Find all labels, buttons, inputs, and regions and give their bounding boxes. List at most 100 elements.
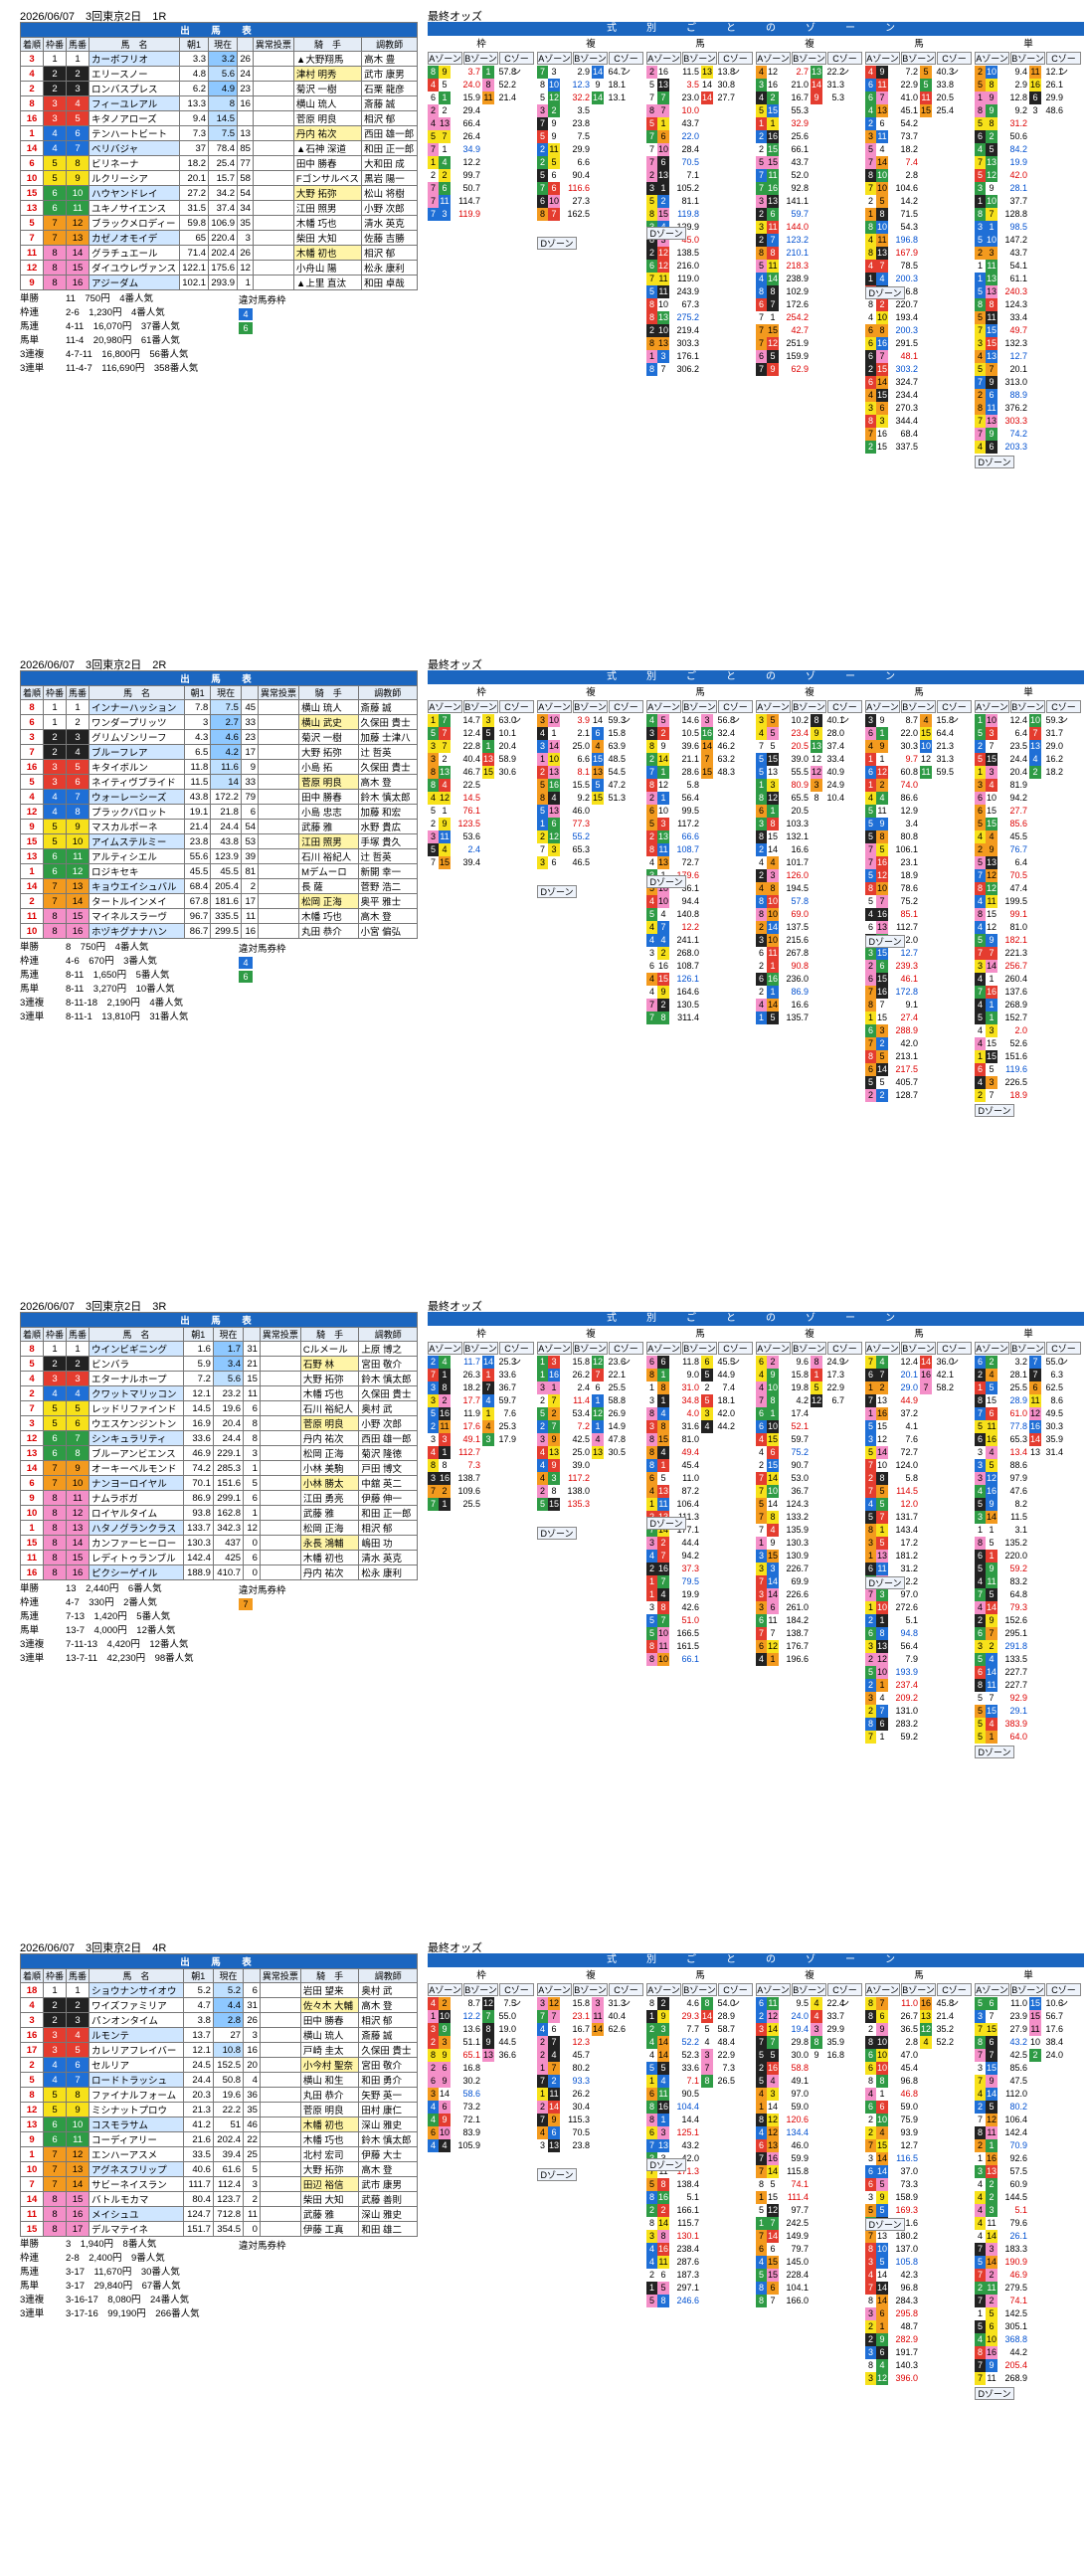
entry-row[interactable]: 15 5 10 アイムステルミー 23.8 43.8 53 江田 照男 手塚 貴久 <box>19 833 419 849</box>
zone-odds-value: 26.3 <box>462 1370 480 1380</box>
jockey-cell: 津村 明秀 <box>292 66 363 82</box>
zone-combo-cell: 15 <box>986 818 997 830</box>
entry-row[interactable]: 4 2 2 エリースノー 4.8 5.6 24 津村 明秀 武市 康男 <box>19 66 418 82</box>
zone-odds-value: 11.0 <box>1010 1998 1027 2008</box>
entry-row[interactable]: 12 8 15 ダイユウレヴァンス 122.1 175.6 12 小舟山 陽松永 康利 <box>19 260 418 276</box>
entry-row[interactable]: 10 8 16 ホヅキグナナハン 86.7 299.5 16 丸田 恭介 小宮 偏弘 <box>19 923 419 939</box>
entry-row[interactable]: 11 8 15 レディトゥランブル 142.4 425 6 木幡 初也 清水 英克 <box>19 1550 418 1565</box>
entry-row[interactable]: 3 5 6 ウエスケンジントン 16.9 20.4 8 菅原 明良 小野 次郎 <box>19 1415 418 1431</box>
entry-row[interactable]: 5 7 12 ブラックメロディー 59.8 106.9 35 木幡 巧也 清水 英克 <box>19 215 418 231</box>
entry-row[interactable]: 2 4 4 クワットマリッコン 12.1 23.2 11 木幡 巧也 久保田 貴士 <box>19 1385 418 1401</box>
entry-row[interactable]: 12 5 9 ミシナットプロウ 21.3 22.2 35 菅原 明良 田村 康仁 <box>19 2102 418 2117</box>
zone-combo-cell: 7 <box>865 1588 876 1601</box>
zone-odds-value: 37.3 <box>681 1564 699 1573</box>
entry-row[interactable]: 15 8 14 カンファーヒーロー 130.3 437 0 永長 鴻輔 嶋田 功 <box>19 1535 418 1551</box>
entry-row[interactable]: 8 1 1 インナーハッション 7.8 7.5 45 横山 琉人 斎藤 誠 <box>19 699 419 715</box>
entry-row[interactable]: 8 1 1 ウインビギニング 1.6 1.7 31 Cルメール 上原 博之 <box>19 1341 418 1357</box>
entry-row[interactable]: 13 6 11 ユキノサイエンス 31.5 37.4 34 江田 照男 小野 次郎 <box>19 200 418 216</box>
zone-odds-value: 81.9 <box>1009 780 1027 790</box>
zone-odds-value: 37.0 <box>900 2166 918 2176</box>
result-value: 2-8 2,400円 9番人気 <box>66 2253 165 2264</box>
entry-row[interactable]: 1 8 13 ハタノグランクラス 133.7 342.3 12 松岡 正海 相沢 郁 <box>19 1520 418 1536</box>
zone-odds-value: 54.2 <box>900 118 918 128</box>
trainer-cell: 田村 康仁 <box>358 2102 418 2117</box>
entry-row[interactable]: 12 6 7 シンキュラリティ 33.6 24.4 8 丹内 祐次 西田 雄一郎 <box>19 1430 418 1446</box>
entry-row[interactable]: 7 2 4 ブルーフレア 6.5 4.2 17 大野 拓弥辻 哲英 <box>19 744 419 760</box>
entry-row[interactable]: 6 7 10 ナンヨーロイヤル 70.1 151.6 5 小林 勝太 中舘 英二 <box>19 1475 418 1491</box>
zone-combo-cell: 2 <box>646 753 657 766</box>
entry-row[interactable]: 3 1 1 カーボフリオ 3.3 3.2 26 ▲大野翔馬 高木 豊 <box>19 51 418 67</box>
entry-row[interactable]: 7 7 13 カゼノオモイデ 65 220.4 3 柴田 大知 佐藤 吉勝 <box>19 230 418 246</box>
entry-row[interactable]: 6 5 8 ビリネーナ 18.2 25.4 77 田中 勝春 大和田 成 <box>19 155 418 171</box>
entry-row[interactable]: 16 3 5 キタノアローズ 9.4 14.5 菅原 明良 相沢 郁 <box>19 110 418 126</box>
entry-row[interactable]: 13 6 8 ブルーアンビエンス 46.9 229.1 3 松岡 正海 菊沢 隆徳 <box>19 1445 418 1461</box>
entry-row[interactable]: 18 1 1 ショウナンサイオウ 5.2 5.2 6 岩田 望来 奥村 武 <box>19 1982 418 1998</box>
zone-odds-value: 303.3 <box>1004 416 1027 426</box>
zone-odds-value: 59.3 <box>608 715 626 725</box>
entry-row[interactable]: 5 2 2 ビンバラ 5.9 3.4 21 石野 林宮田 敬介 <box>19 1356 418 1372</box>
entry-row[interactable]: 14 7 9 オーキーベルモンド 74.2 285.3 1 小林 美駒 戸田 博文 <box>19 1460 418 1476</box>
entry-row[interactable]: 13 6 11 アルティシエル 55.6 123.9 39 石川 裕紀人辻 哲英 <box>19 848 419 864</box>
entry-row[interactable]: 13 6 10 コスモラサム 41.2 51 46 木幡 初也 深山 雅史 <box>19 2116 418 2132</box>
zone-odds-value: 39.0 <box>791 754 809 764</box>
entry-row[interactable]: 1 4 6 テンハートビート 7.3 7.5 13 丹内 祐次 西田 雄一郎 <box>19 125 418 141</box>
entry-row[interactable]: 9 6 11 コーディアリー 21.6 202.4 22 木幡 巧也 鈴木 慎太郎 <box>19 2131 418 2147</box>
entry-row[interactable]: 5 3 6 ネイティヴブライド 11.5 14 33 菅原 明良 高木 登 <box>19 774 419 790</box>
entry-row[interactable]: 1 6 12 ロジキセキ 45.5 45.5 81 Mデムーロ 新開 幸一 <box>19 863 419 879</box>
zone-combo-cell: 5 <box>876 843 888 856</box>
entry-row[interactable]: 16 3 4 ルモンテ 13.7 27 3 横山 琉人 斎藤 誠 <box>19 2027 418 2043</box>
entry-row[interactable]: 11 8 15 マイネルスラーヴ 96.7 335.5 11 木幡 巧也 高木 登 <box>19 908 419 924</box>
zone-odds-value: 133.2 <box>786 1512 809 1522</box>
zone-odds-value: 87.2 <box>681 1486 699 1496</box>
entry-row[interactable]: 16 3 5 キタイボルン 11.8 11.6 9 小島 拓久保田 貴士 <box>19 759 419 775</box>
entry-row[interactable]: 9 8 11 ナムラボガ 86.9 299.1 6 江田 勇亮 伊藤 伸一 <box>19 1490 418 1506</box>
zone-odds-value: 32.4 <box>717 728 735 738</box>
entry-row[interactable]: 1 7 12 エンハーアスメ 33.5 39.4 25 北村 宏司 伊藤 大士 <box>19 2146 418 2162</box>
trainer-cell: 伊藤 伸一 <box>358 1490 418 1506</box>
entry-row[interactable]: 7 5 5 レッドリファインド 14.5 19.6 6 石川 裕紀人 奥村 武 <box>19 1400 418 1416</box>
entry-row[interactable]: 9 8 16 アジーダム 102.1 293.9 1 ▲上里 直汰 和田 卓哉 <box>19 275 418 290</box>
zone-combo-cell: 7 <box>646 273 657 285</box>
entry-row[interactable]: 17 3 5 カレリアフレイバー 12.1 10.8 16 戸崎 圭太 久保田 貴士 <box>19 2042 418 2058</box>
entry-row[interactable]: 10 7 13 アグネスフリップ 40.6 61.6 5 大野 拓弥 高木 登 <box>19 2161 418 2177</box>
result-line: 3連単 13-7-11 42,230円 98番人気 <box>20 1652 225 1666</box>
entry-row[interactable]: 7 7 14 サビーネイスラン 111.7 112.4 3 田辺 裕信 武市 康男 <box>19 2176 418 2192</box>
entry-row[interactable]: 4 2 2 ワイズファミリア 4.7 4.4 31 佐々木 大輔 高木 登 <box>19 1997 418 2013</box>
zone-combo-cell: 5 <box>986 1588 997 1601</box>
entry-row[interactable]: 4 4 7 ウォーレーシーズ 43.8 172.2 79 田中 勝春 鈴木 慎太郎 <box>19 789 419 805</box>
entry-row[interactable]: 2 2 3 ロンバスプレス 6.2 4.9 23 菊沢 一樹 石栗 龍彦 <box>19 81 418 96</box>
zone-odds-value: 33.8 <box>936 80 954 90</box>
waku-cell: 2 <box>43 1997 68 2013</box>
entry-row[interactable]: 4 3 3 エターナルホープ 7.2 5.6 15 大野 拓弥 鈴木 慎太郎 <box>19 1371 418 1386</box>
entry-row[interactable]: 14 8 15 バトルモカマ 80.4 123.7 2 柴田 大知 武藤 善則 <box>19 2191 418 2207</box>
zone-odds-value: 268.9 <box>1004 1000 1027 1010</box>
entry-row[interactable]: 8 3 4 フィーユレアル 13.3 8 16 横山 琉人 斎藤 誠 <box>19 95 418 111</box>
zone-combo-cell: 14 <box>876 1446 888 1459</box>
entry-row[interactable]: 3 2 3 パンオンタイム 3.8 2.8 26 田中 勝春 相沢 郁 <box>19 2012 418 2028</box>
entry-row[interactable]: 12 4 8 プラックバロット 19.1 21.8 6 小島 忠志 加藤 和宏 <box>19 804 419 820</box>
entry-row[interactable]: 14 4 7 ベリバジャ 37 78.4 85 ▲石神 深道 和田 正一郎 <box>19 140 418 156</box>
entry-row[interactable]: 14 7 13 キョウエイシュバル 68.4 205.4 2 長 薩菅野 浩二 <box>19 878 419 894</box>
zone-odds-value: 383.9 <box>1004 1719 1027 1729</box>
entry-row[interactable]: 10 8 12 ロイヤルタイム 93.8 162.8 1 武藤 雅和田 正一郎 <box>19 1505 418 1521</box>
move-header: 異常投票 <box>259 1327 301 1342</box>
entry-row[interactable]: 2 7 14 タートルインメイ 67.8 181.6 17 松岡 正海 奥平 雅士 <box>19 893 419 909</box>
entry-row[interactable]: 2 4 6 セルリア 24.5 152.5 20 小今村 聖奈 宮田 敬介 <box>19 2057 418 2073</box>
zone-odds-value: 8.7 <box>467 1998 480 2008</box>
zone-odds-value: 11.0 <box>682 1473 699 1483</box>
entry-row[interactable]: 11 8 14 グラチュエール 71.4 202.4 26 木幡 初也 相沢 郁 <box>19 245 418 261</box>
entry-row[interactable]: 6 1 2 ワンダープリッツ 3 2.7 33 横山 武史 久保田 貴士 <box>19 714 419 730</box>
zone-combo-cell: 2 <box>865 2333 876 2346</box>
entry-row[interactable]: 15 6 10 ハウヤンドレイ 27.2 34.2 54 大野 拓弥 松山 将樹 <box>19 185 418 201</box>
entry-row[interactable]: 5 4 7 ロードトラッシュ 24.4 50.8 4 横山 和生 和田 勇介 <box>19 2072 418 2088</box>
entry-row[interactable]: 10 5 9 ルクリーシア 20.1 15.7 58 Fゴンサルベス 黒岩 陽一 <box>19 170 418 186</box>
entry-row[interactable]: 16 8 16 ピクシーゲイル 188.9 410.7 0 丹内 祐次 松永 康利 <box>19 1564 418 1580</box>
entry-row[interactable]: 9 5 9 マスカルポーネ 21.4 24.4 54 武藤 雅水野 貴広 <box>19 819 419 834</box>
entry-row[interactable]: 11 8 16 メイシュユ 124.7 712.8 11 武藤 雅深山 雅史 <box>19 2206 418 2222</box>
entry-row[interactable]: 8 5 8 ファイナルフォーム 20.3 19.6 36 丸田 恭介 矢野 英一 <box>19 2087 418 2103</box>
zone-odds-value: 7.5 <box>577 131 590 141</box>
zone-combo-cell: 4 <box>657 1446 669 1459</box>
zone-combo-cell: 5 <box>975 1653 986 1666</box>
entry-row[interactable]: 15 8 17 デルマテイネ 151.7 354.5 0 伊藤 工真 和田 雄二 <box>19 2221 418 2237</box>
entry-row[interactable]: 3 2 3 グリムゾンリーフ 4.3 4.6 23 菊沢 一樹 加藤 士津八 <box>19 729 419 745</box>
